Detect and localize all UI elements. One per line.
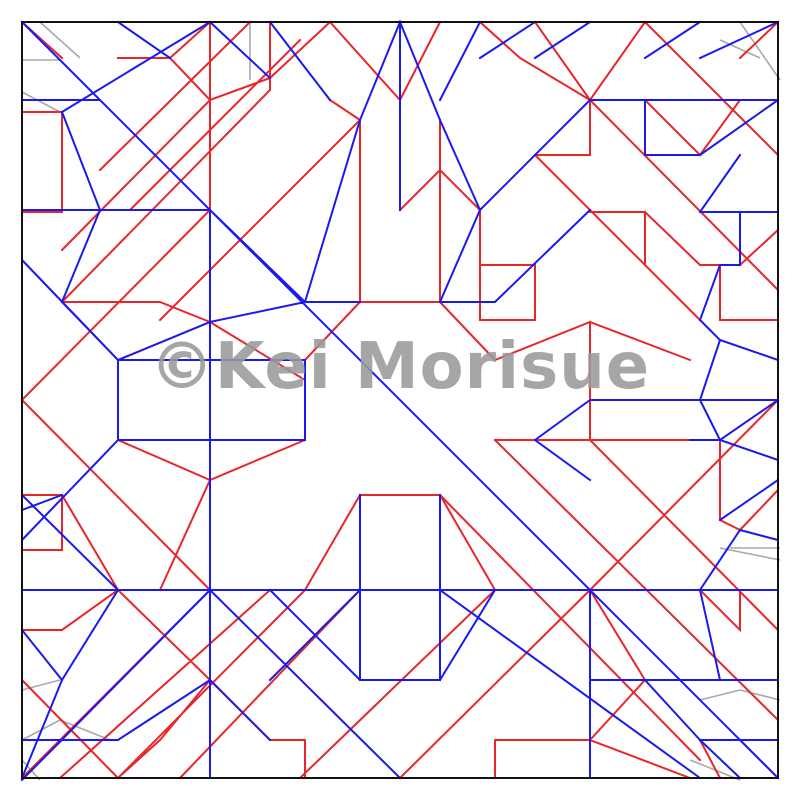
valley-folds (20, 19, 780, 782)
paper-border (21, 21, 779, 779)
